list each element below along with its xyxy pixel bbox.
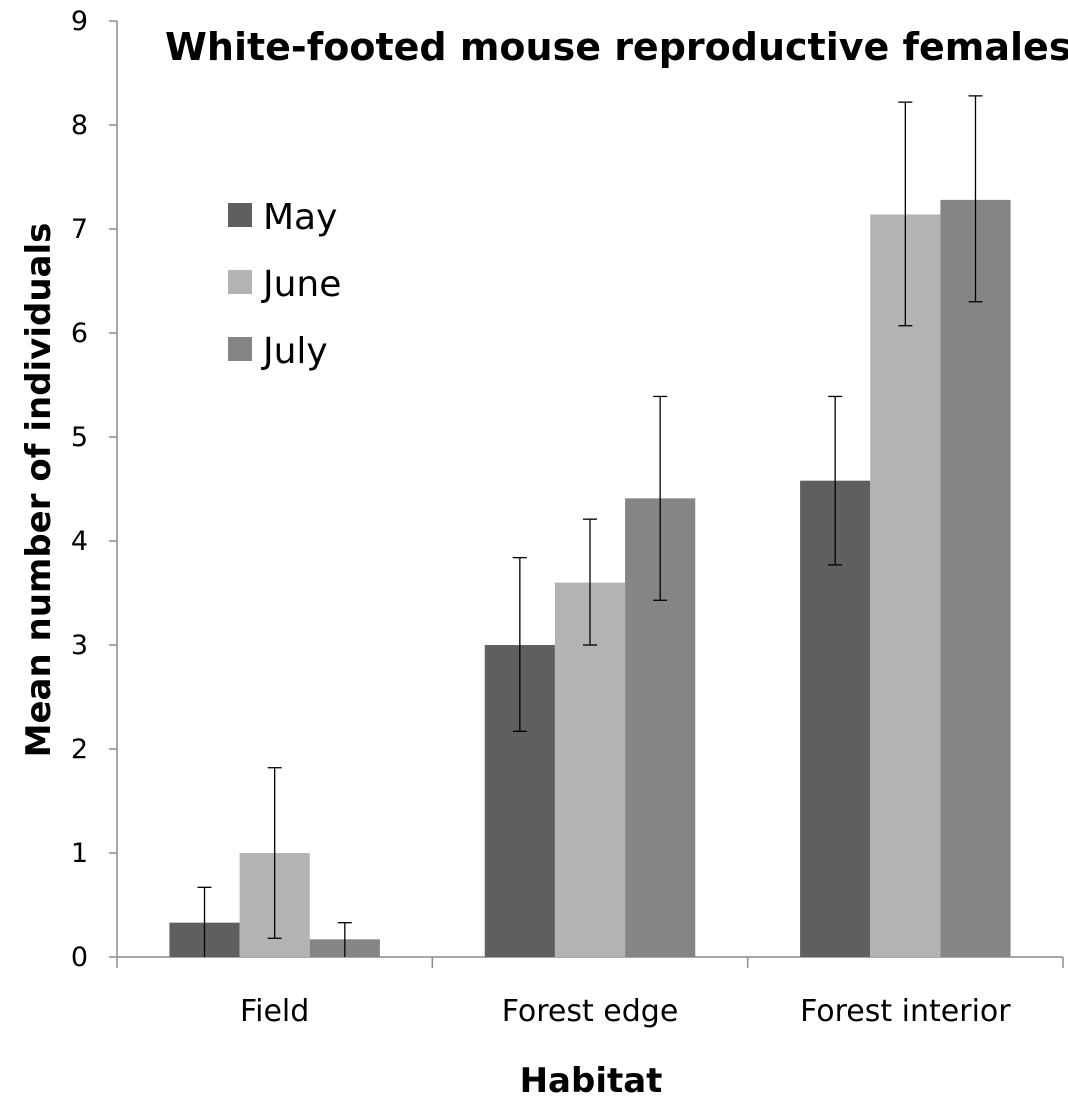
x-tick-label: Field — [240, 994, 309, 1029]
legend-swatch-june — [228, 270, 252, 294]
legend-swatch-july — [228, 337, 252, 361]
x-axis-title: Habitat — [520, 1061, 663, 1101]
legend: May June July — [228, 197, 341, 372]
y-tick-label: 0 — [71, 942, 88, 973]
y-tick-label: 7 — [71, 214, 88, 245]
legend-label-may: May — [263, 197, 337, 238]
legend-label-july: July — [261, 331, 328, 372]
y-tick-label: 4 — [71, 526, 88, 557]
y-tick-label: 3 — [71, 630, 88, 661]
legend-swatch-may — [228, 203, 252, 227]
x-tick-label: Forest interior — [800, 994, 1011, 1029]
bar-july — [940, 199, 1011, 957]
x-tick-label: Forest edge — [502, 994, 679, 1029]
bar-june — [870, 214, 941, 957]
y-tick-label: 5 — [71, 422, 88, 453]
y-tick-label: 6 — [71, 318, 88, 349]
y-tick-label: 2 — [71, 734, 88, 765]
plot-area: 0 1 2 3 4 5 6 7 8 9 Field Forest edge Forest interio… — [71, 6, 1064, 1029]
legend-label-june: June — [261, 264, 341, 305]
y-tick-label: 8 — [71, 110, 88, 141]
y-tick-label: 1 — [71, 838, 88, 869]
chart-title: White-footed mouse reproductive females — [165, 25, 1068, 69]
y-axis-title: Mean number of individuals — [19, 223, 59, 758]
y-tick-label: 9 — [71, 6, 88, 37]
